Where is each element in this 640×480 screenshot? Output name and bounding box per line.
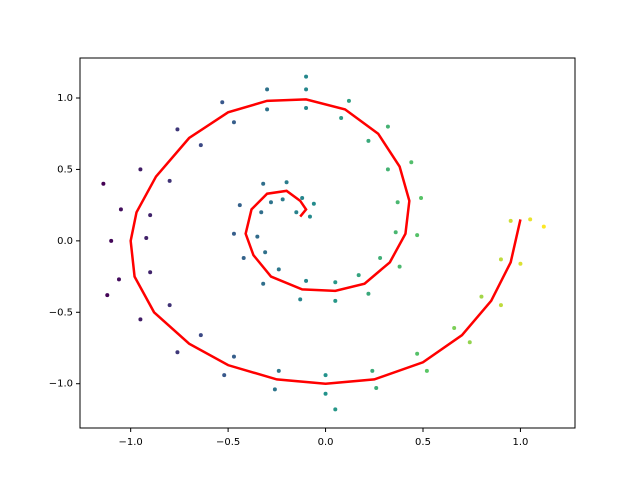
y-tick-label: 0.5 (57, 164, 73, 175)
scatter-point (304, 87, 309, 92)
scatter-point (105, 293, 110, 298)
y-tick-label: 0.0 (57, 236, 73, 247)
scatter-point (263, 250, 268, 255)
scatter-point (261, 181, 266, 186)
scatter-point (366, 138, 371, 143)
scatter-point (298, 297, 303, 302)
scatter-point (323, 391, 328, 396)
scatter-point (393, 230, 398, 235)
scatter-point (304, 278, 309, 283)
scatter-point (220, 100, 225, 105)
scatter-point (265, 87, 270, 92)
scatter-point (304, 74, 309, 79)
scatter-point (101, 181, 106, 186)
scatter-point (307, 214, 312, 219)
scatter-point (366, 291, 371, 296)
scatter-point (304, 106, 309, 110)
scatter-point (237, 203, 242, 208)
scatter-point (280, 197, 285, 202)
y-tick-label: −1.0 (49, 379, 73, 390)
scatter-point (259, 210, 264, 215)
scatter-point (370, 368, 375, 373)
x-tick-label: −1.0 (119, 437, 143, 448)
scatter-point (144, 236, 149, 240)
scatter-point (138, 167, 143, 172)
scatter-point (109, 238, 114, 243)
scatter-point (339, 116, 344, 120)
x-tick-label: −0.5 (216, 437, 240, 448)
scatter-point (118, 207, 123, 212)
scatter-point (167, 178, 172, 183)
x-tick-label: 0.0 (318, 437, 334, 448)
scatter-point (518, 261, 523, 266)
scatter-point (255, 234, 260, 239)
scatter-point (198, 143, 203, 148)
scatter-point (498, 257, 503, 262)
scatter-point (333, 407, 338, 412)
scatter-point (385, 124, 390, 129)
scatter-point (265, 107, 270, 112)
scatter-point (231, 231, 236, 236)
curve (129, 98, 522, 385)
scatter-point (167, 303, 172, 308)
scatter-point (356, 273, 361, 278)
scatter-point (284, 180, 289, 185)
scatter-point (415, 233, 420, 238)
axes-frame (79, 57, 576, 429)
scatter-point (272, 387, 277, 392)
scatter-point (498, 303, 503, 308)
scatter-point (231, 354, 236, 359)
scatter-point (467, 340, 472, 345)
scatter-point (241, 256, 246, 260)
scatter-point (198, 333, 203, 338)
scatter-point (116, 277, 121, 282)
scatter-point (397, 264, 402, 269)
scatter-point (409, 160, 414, 165)
y-tick-label: −0.5 (49, 307, 73, 318)
scatter-point (374, 386, 379, 390)
scatter-point (276, 368, 281, 373)
scatter-point (378, 256, 383, 260)
scatter-point (138, 317, 143, 322)
scatter-point (333, 280, 338, 285)
scatter-point (222, 373, 227, 378)
scatter-point (395, 200, 400, 205)
scatter-point (231, 120, 236, 125)
scatter-point (268, 200, 273, 205)
scatter-point (333, 298, 338, 303)
scatter-point (276, 267, 281, 272)
x-tick-label: 0.5 (415, 437, 431, 448)
scatter-point (323, 373, 328, 378)
scatter-point (294, 210, 299, 215)
scatter-point (311, 201, 316, 206)
scatter-point (419, 196, 424, 200)
scatter-point (541, 224, 546, 229)
scatter-point (452, 326, 457, 330)
scatter-point (261, 281, 266, 286)
scatter-point (479, 294, 484, 299)
x-tick-label: 1.0 (512, 437, 528, 448)
scatter-point (385, 167, 390, 172)
scatter-point (175, 350, 180, 355)
scatter-point (300, 196, 305, 200)
scatter-point (508, 218, 513, 223)
scatter-point (148, 213, 153, 218)
y-tick-label: 1.0 (57, 93, 73, 104)
scatter-point (346, 98, 351, 103)
scatter-point (148, 270, 153, 275)
scatter-point (424, 368, 429, 373)
scatter-point (175, 127, 180, 132)
scatter-point (415, 351, 420, 356)
scatter-point (528, 217, 533, 222)
